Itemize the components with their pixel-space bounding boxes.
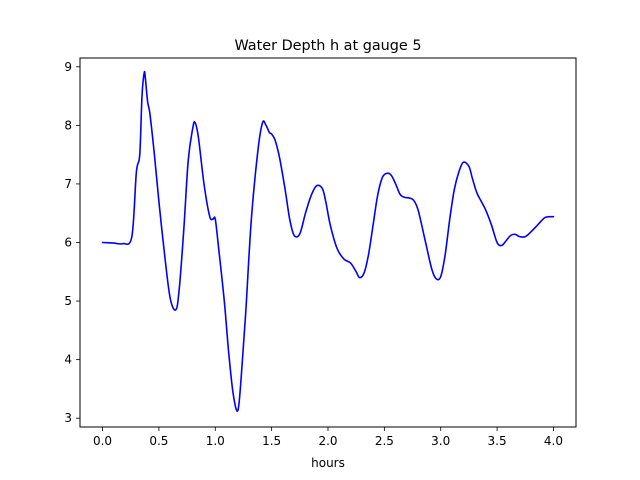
- axes-frame: [79, 57, 577, 428]
- x-tick-label: 2.0: [318, 434, 337, 448]
- x-tick-label: 3.0: [431, 434, 450, 448]
- plot-area: [79, 57, 577, 428]
- water-depth-series-line: [101, 70, 555, 412]
- y-axis-ticks: 3 4 5 6 7 8 9: [64, 60, 80, 425]
- x-tick-label: 1.0: [206, 434, 225, 448]
- y-tick-label: 6: [64, 236, 72, 250]
- y-tick-label: 9: [64, 60, 72, 74]
- y-tick-label: 8: [64, 118, 72, 132]
- chart-title: Water Depth h at gauge 5: [234, 38, 421, 54]
- x-axis-ticks: 0.0 0.5 1.0 1.5 2.0 2.5 3.0 3.5 4.0: [93, 427, 563, 448]
- x-axis-label: hours: [311, 456, 345, 470]
- y-tick-label: 4: [64, 353, 72, 367]
- x-tick-label: 4.0: [544, 434, 563, 448]
- y-tick-label: 5: [64, 294, 72, 308]
- x-tick-label: 0.0: [93, 434, 112, 448]
- x-tick-label: 0.5: [149, 434, 168, 448]
- x-tick-label: 2.5: [375, 434, 394, 448]
- y-tick-label: 7: [64, 177, 72, 191]
- y-tick-label: 3: [64, 411, 72, 425]
- x-tick-label: 3.5: [488, 434, 507, 448]
- x-tick-label: 1.5: [262, 434, 281, 448]
